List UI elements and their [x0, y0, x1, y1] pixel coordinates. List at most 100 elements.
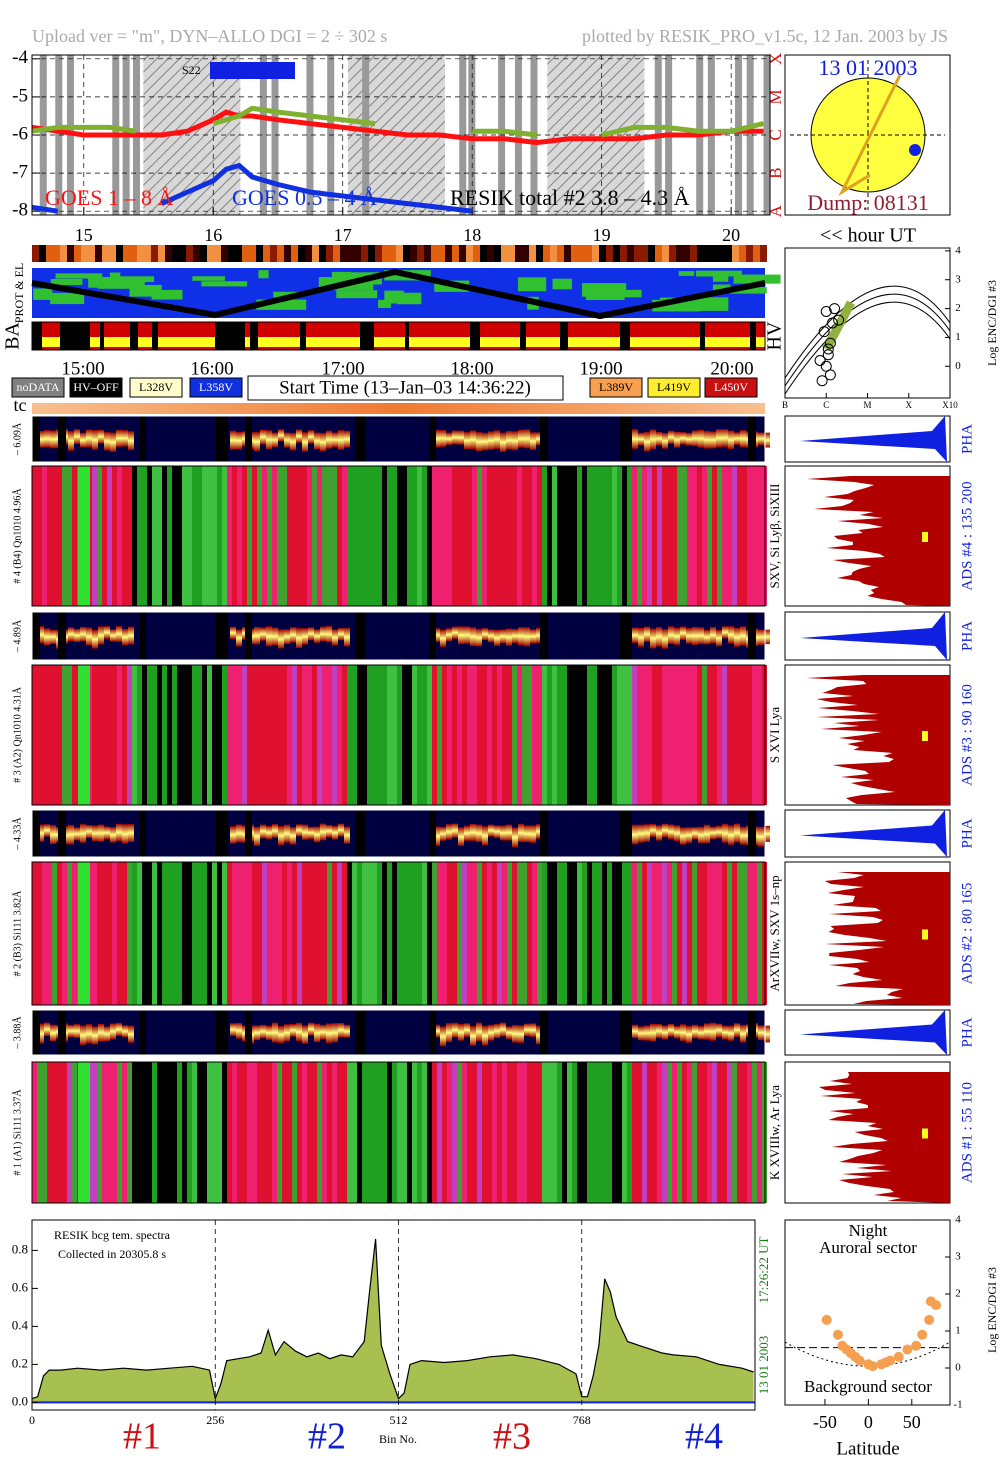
spectrogram-column [637, 1062, 642, 1203]
pha-band [302, 628, 308, 645]
spectrogram-column [362, 862, 367, 1005]
strip [228, 245, 235, 262]
spectrogram-column [527, 1062, 532, 1203]
frame [31, 664, 766, 806]
spectrogram-column [37, 862, 42, 1005]
spectrogram-column [702, 665, 707, 805]
spectrogram-column [242, 665, 247, 805]
spectrogram-column [367, 665, 372, 805]
spectrogram-column [187, 466, 192, 606]
spectrogram-column [472, 862, 477, 1005]
x-tick-label: 0 [29, 1413, 35, 1427]
spectrogram-column [562, 665, 567, 805]
spectrogram-column [577, 665, 582, 805]
spectrogram-column [62, 466, 67, 606]
prot-patch [396, 292, 422, 305]
spectrogram-column [412, 665, 417, 805]
spectrogram-column [37, 1062, 42, 1203]
spectrogram-column [487, 466, 492, 606]
spectrogram-column [152, 466, 157, 606]
x-tick-label: 17 [334, 225, 352, 245]
series-line [31, 109, 764, 146]
spectrogram-column [167, 665, 172, 805]
strip [123, 245, 130, 262]
pha-band [704, 430, 710, 449]
spectrogram-column [607, 665, 612, 805]
spectrogram-column [467, 862, 472, 1005]
spectrogram-column [67, 665, 72, 805]
spectrogram-column [367, 466, 372, 606]
strip [354, 245, 361, 262]
label: ArXVIIw, SXV 1s–np [767, 875, 782, 991]
spectrogram-column [432, 466, 437, 606]
pha-hist [800, 416, 947, 462]
strip [760, 245, 767, 262]
spectrogram-column [322, 862, 327, 1005]
spectrogram-column [747, 862, 752, 1005]
spectrogram-column [337, 862, 342, 1005]
pha-gap [140, 612, 146, 660]
pha-band [464, 626, 470, 644]
spectrogram-column [152, 1062, 157, 1203]
strip [165, 245, 172, 262]
flare-class: X [766, 53, 785, 65]
spectrogram-column [372, 1062, 377, 1203]
pha-band [488, 431, 494, 450]
model-curve [784, 293, 951, 387]
spectrogram-column [402, 466, 407, 606]
spectrogram-column [497, 1062, 502, 1203]
pha-band [236, 431, 242, 450]
pha-band [80, 626, 86, 642]
strip [564, 245, 571, 262]
prot-patch [378, 299, 392, 308]
spectrogram-column [742, 466, 747, 606]
pha-band [446, 1023, 452, 1043]
spectrogram-column [132, 466, 137, 606]
prot-patch [258, 270, 269, 279]
pha-band [680, 626, 686, 640]
strip [732, 245, 739, 262]
spectrogram-column [712, 862, 717, 1005]
y-tick-label: 0 [955, 1362, 961, 1374]
spectrogram-column [592, 466, 597, 606]
strip [270, 245, 277, 262]
label: K XVIIIw, Ar Lya [767, 1085, 782, 1180]
model-curve [784, 1341, 951, 1367]
strip [389, 245, 396, 262]
spectrogram-column [232, 665, 237, 805]
spectrogram-column [392, 665, 397, 805]
spectrogram-column [507, 1062, 512, 1203]
strip [130, 245, 137, 262]
pha-band [332, 1023, 338, 1043]
pha-band [692, 1024, 698, 1039]
spectrogram-column [582, 466, 587, 606]
spectrogram-column [442, 1062, 447, 1203]
spectrogram-column [607, 466, 612, 606]
spectrogram-column [112, 665, 117, 805]
pha-band [440, 629, 446, 647]
spectrogram-column [107, 862, 112, 1005]
prot-patch [192, 276, 225, 281]
spectrogram-column [322, 665, 327, 805]
spectrogram-column [72, 466, 77, 606]
spectrogram-column [407, 665, 412, 805]
label: Background sector [804, 1377, 932, 1396]
pha-band [338, 823, 344, 837]
point [824, 337, 836, 349]
pha-band [74, 429, 80, 444]
pha-band [638, 627, 644, 647]
pha-band [440, 826, 446, 841]
strip [438, 245, 445, 262]
time-label: 19:00 [579, 358, 622, 379]
point [885, 1355, 896, 1366]
strip [39, 245, 46, 262]
spectrogram-column [597, 862, 602, 1005]
pha-gap [245, 416, 252, 462]
strip [347, 245, 354, 262]
spectrogram-column [642, 665, 647, 805]
spectrogram-column [582, 1062, 587, 1203]
spectrogram-column [752, 862, 757, 1005]
strip [109, 245, 116, 262]
strip [522, 245, 529, 262]
spectrogram-column [737, 665, 742, 805]
